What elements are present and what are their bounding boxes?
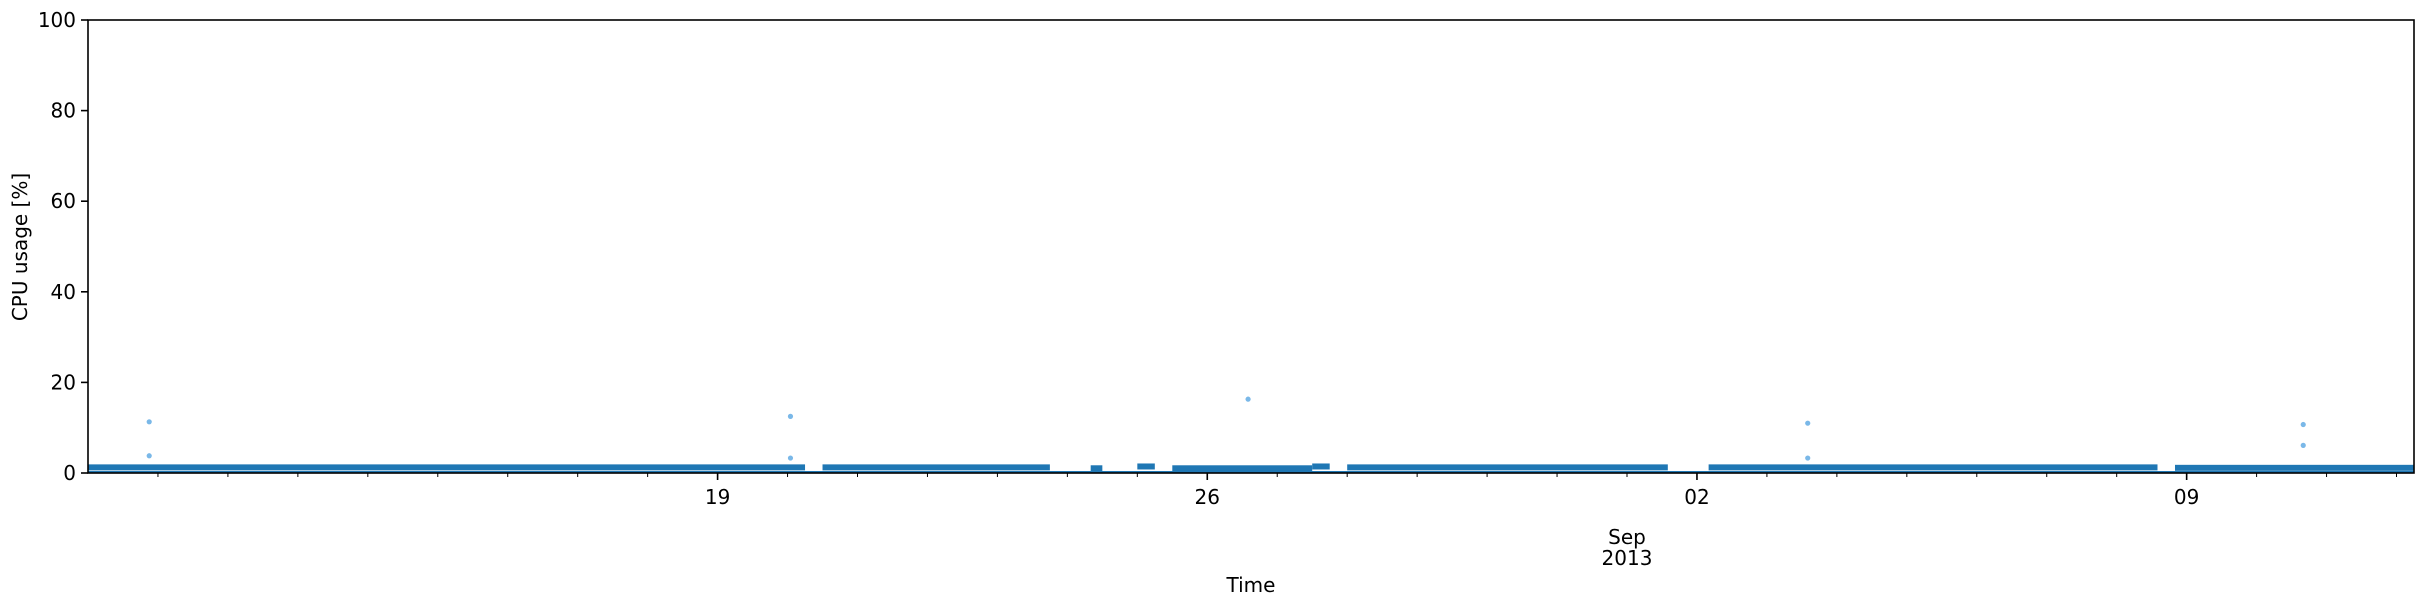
baseline-segment — [1347, 464, 1668, 471]
baseline-segment — [2174, 464, 2414, 471]
baseline-segment — [1172, 465, 1313, 472]
y-tick-label: 0 — [63, 461, 76, 485]
outlier-point — [1805, 420, 1811, 426]
y-tick-label: 100 — [38, 8, 76, 32]
outlier-point — [146, 419, 152, 425]
plot-frame — [87, 19, 2415, 474]
x-axis-secondary-year: 2013 — [1602, 546, 1653, 570]
outlier-point — [1245, 396, 1251, 402]
baseline-segment — [88, 464, 806, 471]
x-tick-label: 26 — [1195, 485, 1220, 509]
x-tick-label: 19 — [705, 485, 730, 509]
baseline-segment — [1708, 464, 2158, 471]
y-axis-label: CPU usage [%] — [8, 173, 32, 321]
outlier-point — [2300, 442, 2306, 448]
baseline-series — [88, 463, 2414, 473]
baseline-segment — [1312, 463, 1330, 470]
y-tick-label: 40 — [51, 280, 76, 304]
outlier-point — [787, 455, 794, 461]
baseline-segment — [1090, 465, 1103, 472]
outlier-point — [1805, 455, 1811, 461]
outlier-point — [2300, 421, 2306, 428]
x-minor-ticks — [157, 473, 2398, 477]
outlier-series — [146, 396, 2306, 461]
x-axis: 19 26 02 09 — [705, 473, 2199, 509]
outlier-point — [787, 413, 794, 419]
x-axis-label: Time — [1226, 573, 1276, 597]
x-axis-secondary-month: Sep — [1608, 525, 1646, 549]
y-tick-label: 60 — [51, 189, 76, 213]
y-tick-label: 80 — [51, 99, 76, 123]
x-tick-label: 02 — [1684, 485, 1709, 509]
baseline-segment — [1137, 463, 1155, 470]
baseline-segment — [822, 464, 1050, 471]
y-axis: 0 20 40 60 80 100 — [38, 8, 88, 485]
x-tick-label: 09 — [2174, 485, 2199, 509]
y-tick-label: 20 — [51, 370, 76, 394]
outlier-point — [146, 453, 152, 459]
